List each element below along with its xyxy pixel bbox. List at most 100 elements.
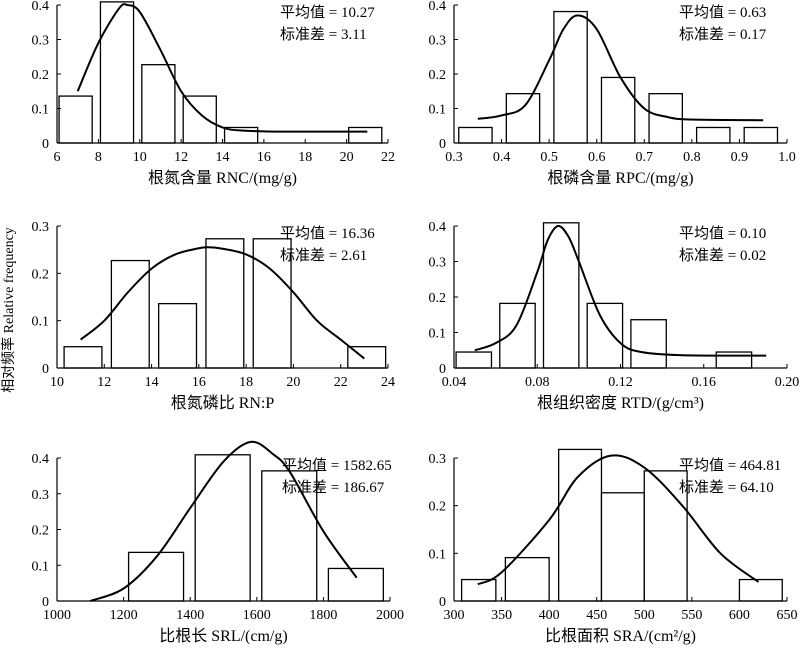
sd-value: 0.02 [740, 248, 766, 264]
sd-annotation: 标准差 = 186.67 [282, 479, 385, 496]
sd-value: 64.10 [740, 480, 774, 496]
mean-eq: = [724, 5, 740, 21]
x-tick-label: 10 [133, 150, 147, 165]
x-axis-title: 根氮磷比 RN:P [171, 394, 275, 412]
chart-panel-6: 0 0.1 0.2 0.3 300 350 400 450 500 550 600 650 平均值 = … [429, 448, 798, 645]
histogram-bar [695, 126, 731, 144]
x-axis-title: 比根面积 SRA/(cm²/g) [545, 627, 696, 645]
chart-panel-1: 0 0.1 0.2 0.3 0.4 6 8 10 12 14 16 18 20 22 平均值 = 10.27… [32, 0, 396, 187]
histogram-bar [558, 448, 603, 602]
histogram-bar [63, 346, 103, 369]
y-tick-label: 0.1 [429, 327, 447, 342]
y-tick-label: 0 [439, 362, 446, 377]
normal-fit-curve [80, 246, 365, 360]
histogram-bar [499, 302, 536, 369]
sd-annotation: 标准差 = 0.02 [679, 247, 766, 264]
y-tick-label: 0 [42, 137, 49, 152]
histogram-bar [553, 10, 588, 144]
y-tick-label: 0 [439, 595, 446, 610]
histogram-bar [600, 76, 636, 144]
sd-value: 3.11 [341, 27, 367, 43]
sd-annotation: 标准差 = 0.17 [679, 26, 767, 43]
y-tick-label: 0.1 [429, 103, 447, 118]
chart-panel-2: 0 0.1 0.2 0.3 0.4 0.3 0.4 0.5 0.6 0.7 0.8 0.9 1.0 平均值… [429, 0, 796, 187]
chart-panel-5: 0 0.1 0.2 0.3 0.4 1000 1200 1400 1600 1800 2000 平均值… [32, 440, 404, 645]
x-tick-label: 0.5 [540, 150, 558, 165]
x-tick-label: 12 [97, 375, 111, 390]
x-axis-title: 比根长 SRL/(cm/g) [159, 627, 287, 645]
histogram-bar [458, 126, 493, 144]
x-tick-label: 0.20 [775, 375, 800, 390]
sd-eq: = [325, 248, 341, 264]
x-axis-title: 根磷含量 RPC/(mg/g) [547, 169, 693, 187]
x-tick-label: 14 [145, 375, 159, 390]
y-tick-label: 0.2 [429, 500, 447, 515]
y-tick-label: 0.2 [429, 291, 447, 306]
x-tick-label: 550 [681, 608, 702, 623]
mean-annotation: 平均值 = 0.63 [679, 4, 766, 21]
x-tick-label: 6 [54, 150, 61, 165]
y-tick-label: 0.2 [32, 68, 50, 83]
mean-annotation: 平均值 = 1582.65 [282, 457, 392, 474]
y-tick-label: 0.3 [429, 256, 447, 271]
histogram-bar [743, 126, 779, 144]
sd-eq: = [724, 27, 740, 43]
normal-fit-curve [76, 3, 368, 133]
histogram-bar [600, 492, 645, 602]
x-tick-label: 1400 [176, 608, 204, 623]
mean-annotation: 平均值 = 464.81 [679, 457, 781, 474]
histogram-bar [327, 567, 384, 602]
histogram-bar [630, 319, 667, 369]
x-tick-label: 0.6 [588, 150, 606, 165]
sd-eq: = [325, 27, 341, 43]
x-tick-label: 0.08 [525, 375, 550, 390]
sd-annotation: 标准差 = 3.11 [280, 26, 367, 43]
normal-fit-curve [89, 440, 358, 602]
sd-value: 186.67 [343, 480, 385, 496]
histogram-bar [504, 556, 550, 602]
y-tick-label: 0.3 [32, 488, 50, 503]
mean-eq: = [325, 5, 341, 21]
y-tick-label: 0.3 [32, 34, 50, 49]
x-tick-label: 1.0 [778, 150, 796, 165]
normal-fit-curve [477, 454, 760, 586]
histogram-bar [205, 238, 245, 369]
y-tick-label: 0.1 [32, 315, 50, 330]
mean-eq: = [325, 226, 341, 242]
sd-value: 0.17 [740, 27, 767, 43]
x-tick-label: 20 [340, 150, 354, 165]
x-tick-label: 1000 [43, 608, 71, 623]
histogram-bar [182, 95, 217, 144]
histogram-bar [460, 578, 497, 602]
y-tick-label: 0.3 [429, 34, 447, 49]
sd-label: 标准差 [280, 26, 325, 43]
mean-value: 0.63 [740, 5, 766, 21]
x-axis-title: 根氮含量 RNC/(mg/g) [148, 169, 297, 187]
sd-label: 标准差 [679, 26, 724, 43]
x-tick-label: 0.04 [442, 375, 467, 390]
mean-label: 平均值 [280, 4, 325, 21]
mean-eq: = [327, 458, 343, 474]
mean-label: 平均值 [280, 225, 325, 242]
x-tick-label: 1600 [243, 608, 271, 623]
sd-label: 标准差 [280, 247, 325, 264]
histogram-bar [715, 351, 753, 369]
mean-label: 平均值 [679, 4, 724, 21]
x-tick-label: 0.8 [683, 150, 701, 165]
x-tick-label: 0.4 [493, 150, 511, 165]
x-tick-label: 12 [174, 150, 188, 165]
x-tick-label: 600 [729, 608, 750, 623]
sd-eq: = [327, 480, 343, 496]
mean-label: 平均值 [679, 457, 724, 474]
histogram-bar [158, 302, 198, 369]
mean-annotation: 平均值 = 10.27 [280, 4, 375, 21]
y-tick-label: 0.4 [429, 0, 447, 14]
x-tick-label: 22 [334, 375, 348, 390]
x-tick-label: 22 [381, 150, 395, 165]
y-tick-label: 0 [439, 137, 446, 152]
y-tick-label: 0 [42, 362, 49, 377]
y-tick-label: 0.3 [32, 220, 50, 235]
histogram-bar [58, 95, 93, 144]
histogram-bar [141, 64, 176, 144]
mean-value: 16.36 [341, 226, 375, 242]
